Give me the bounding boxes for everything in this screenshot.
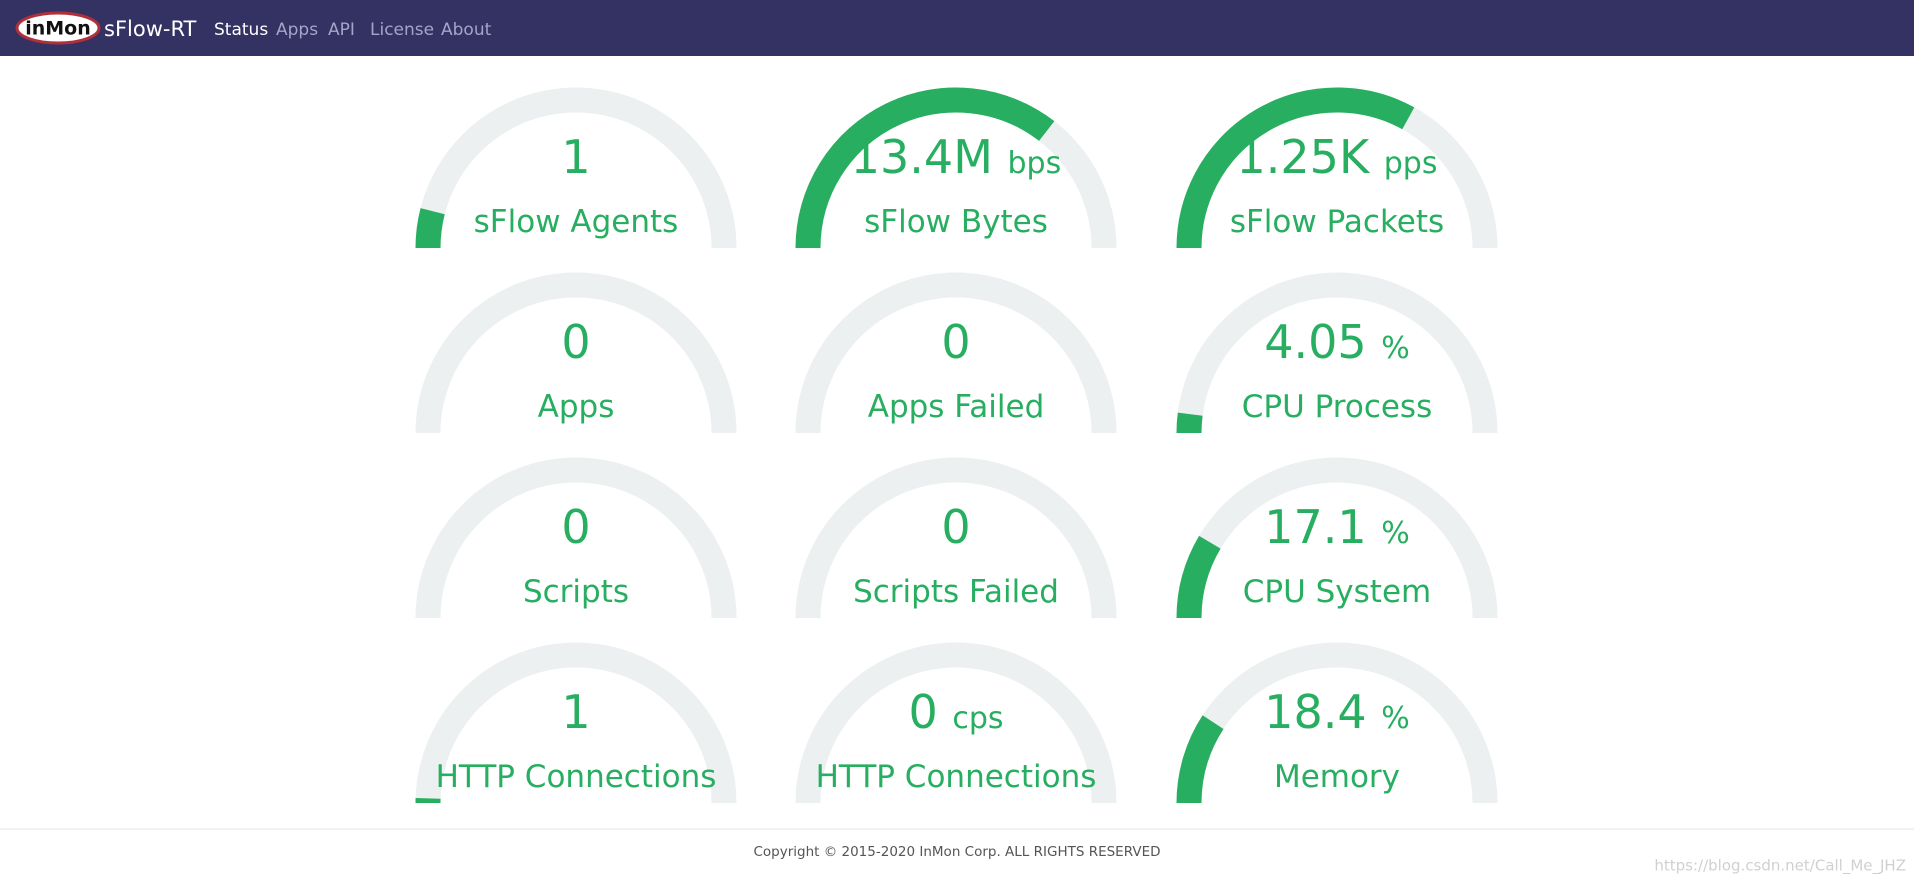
gauge-fill bbox=[1176, 715, 1224, 804]
gauge-value: 18.4 % bbox=[1264, 685, 1410, 739]
watermark: https://blog.csdn.net/Call_Me_JHZ bbox=[1654, 857, 1906, 876]
gauge-value: 0 bbox=[561, 315, 590, 369]
gauge-label: HTTP Connections bbox=[436, 759, 717, 795]
copyright: Copyright © 2015-2020 InMon Corp. ALL RI… bbox=[753, 844, 1160, 860]
gauge-track bbox=[415, 457, 737, 619]
logo-text: inMon bbox=[25, 18, 91, 40]
logo[interactable] bbox=[15, 11, 101, 45]
gauge-label: HTTP Connections bbox=[816, 759, 1097, 795]
nav-link[interactable]: Apps bbox=[276, 20, 318, 40]
unit: % bbox=[1381, 701, 1410, 736]
gauge-label: CPU Process bbox=[1242, 389, 1432, 425]
navbar bbox=[0, 0, 1914, 56]
gauge-value: 13.4M bps bbox=[851, 130, 1061, 184]
gauge-value: 0 bbox=[941, 315, 970, 369]
gauge-label: Scripts bbox=[523, 574, 629, 610]
nav-link[interactable]: Status bbox=[214, 20, 268, 40]
gauge-track bbox=[795, 457, 1117, 619]
gauge-value: 0 cps bbox=[908, 685, 1003, 739]
gauge-label: CPU System bbox=[1243, 574, 1431, 610]
gauge-track bbox=[1176, 272, 1498, 434]
gauge-track bbox=[795, 642, 1117, 804]
value: 0 bbox=[561, 500, 590, 554]
value: 0 bbox=[561, 315, 590, 369]
gauge-label: Apps Failed bbox=[868, 389, 1045, 425]
gauge-fill bbox=[1176, 535, 1221, 619]
gauge-fill bbox=[795, 87, 1055, 249]
value: 13.4M bbox=[851, 130, 993, 184]
gauge-value: 1 bbox=[561, 130, 590, 184]
unit: bps bbox=[1008, 146, 1062, 181]
gauge-fill bbox=[1176, 87, 1415, 249]
value: 1.25K bbox=[1237, 130, 1371, 184]
value: 4.05 bbox=[1264, 315, 1366, 369]
value: 1 bbox=[561, 130, 590, 184]
unit: pps bbox=[1384, 146, 1438, 181]
gauge-fill bbox=[1176, 412, 1203, 434]
gauge-fill bbox=[415, 208, 445, 249]
brand[interactable]: sFlow-RT bbox=[104, 17, 197, 41]
nav-link[interactable]: About bbox=[441, 20, 492, 40]
value: 0 bbox=[941, 315, 970, 369]
gauge-label: sFlow Bytes bbox=[864, 204, 1048, 240]
gauge-label: sFlow Agents bbox=[474, 204, 679, 240]
gauge-track bbox=[795, 272, 1117, 434]
gauge-value: 4.05 % bbox=[1264, 315, 1410, 369]
gauge-track bbox=[415, 272, 737, 434]
gauge-value: 1 bbox=[561, 685, 590, 739]
unit: % bbox=[1381, 331, 1410, 366]
gauge-value: 1.25K pps bbox=[1237, 130, 1438, 184]
value: 0 bbox=[941, 500, 970, 554]
unit: % bbox=[1381, 516, 1410, 551]
gauge-track bbox=[415, 87, 737, 249]
gauge-value: 17.1 % bbox=[1264, 500, 1410, 554]
gauge-label: sFlow Packets bbox=[1230, 204, 1444, 240]
gauge-value: 0 bbox=[561, 500, 590, 554]
value: 17.1 bbox=[1264, 500, 1366, 554]
unit: cps bbox=[952, 701, 1003, 736]
gauge-label: Memory bbox=[1274, 759, 1400, 795]
gauge-value: 0 bbox=[941, 500, 970, 554]
value: 18.4 bbox=[1264, 685, 1366, 739]
nav-link[interactable]: API bbox=[328, 20, 355, 40]
nav-link[interactable]: License bbox=[370, 20, 434, 40]
gauge-label: Scripts Failed bbox=[853, 574, 1059, 610]
value: 0 bbox=[908, 685, 937, 739]
gauge-label: Apps bbox=[538, 389, 615, 425]
value: 1 bbox=[561, 685, 590, 739]
gauge-track bbox=[415, 642, 737, 804]
